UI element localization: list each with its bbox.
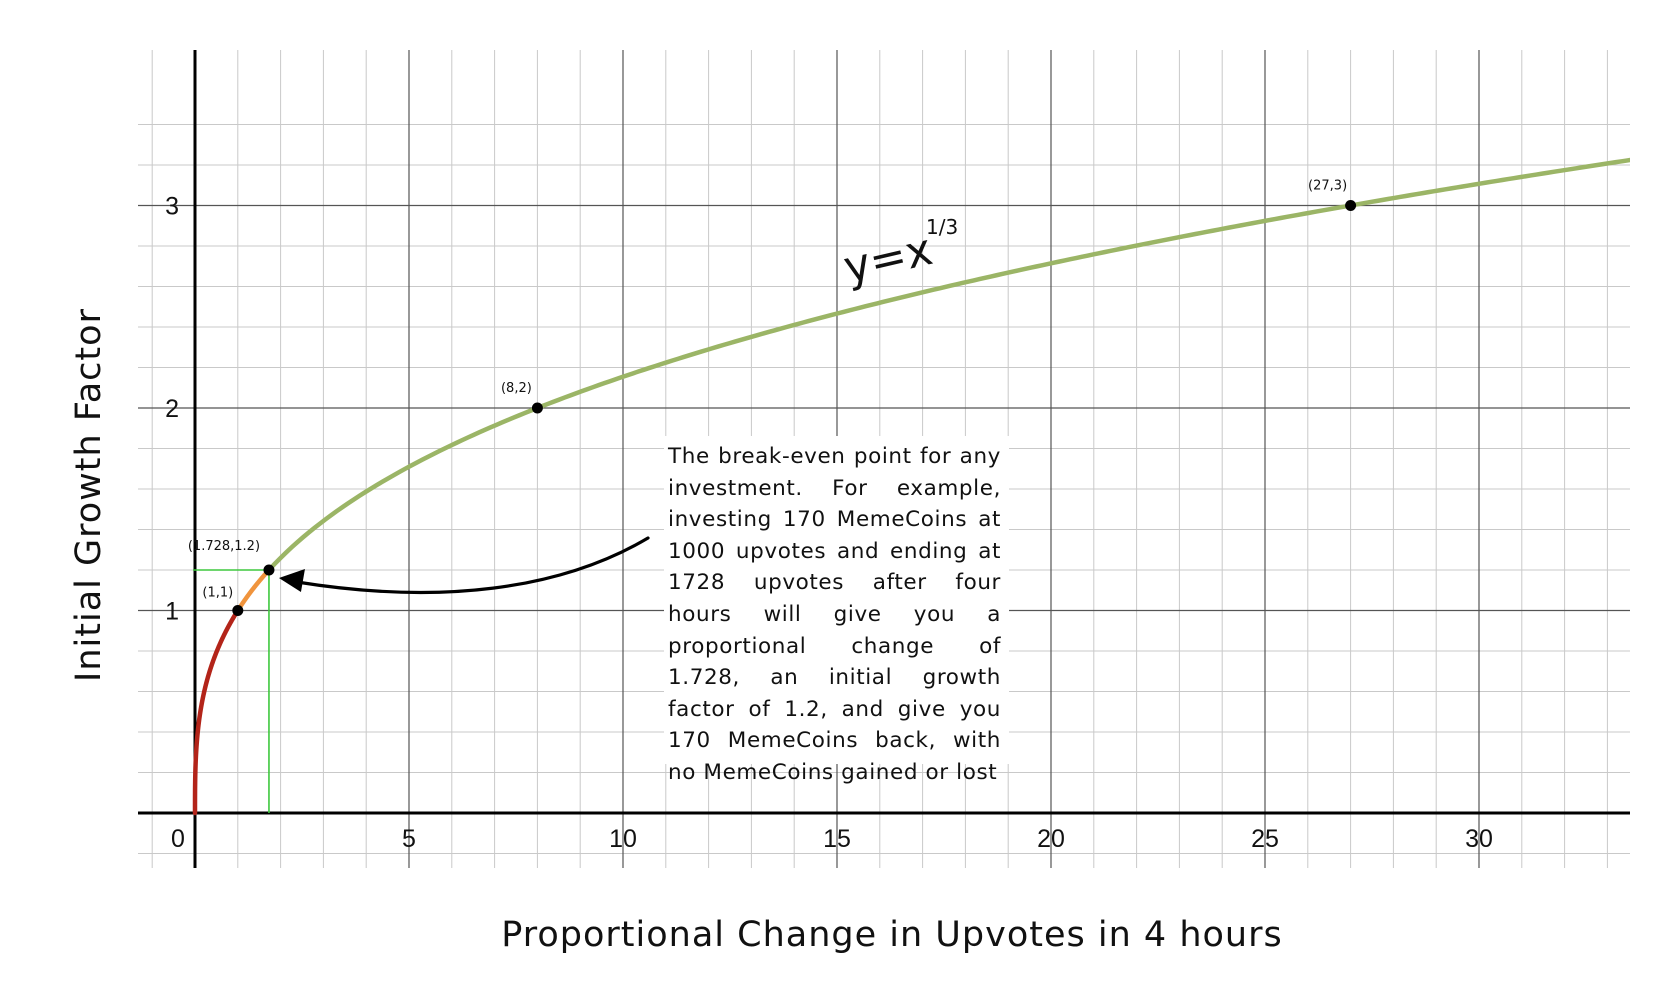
data-point-label: (8,2) xyxy=(501,381,532,396)
x-tick-label: 0 xyxy=(171,825,185,853)
tick-labels: 0 5 10 15 20 25 30 1 2 3 xyxy=(165,193,1493,854)
data-point xyxy=(263,564,275,576)
annotation-arrow xyxy=(295,536,650,595)
x-tick-label: 30 xyxy=(1465,825,1493,853)
y-tick-label: 1 xyxy=(165,598,179,626)
formula-exponent: 1/3 xyxy=(926,215,958,239)
x-tick-label: 25 xyxy=(1251,825,1279,853)
curve-segment-break-even xyxy=(235,567,272,613)
x-tick-label: 10 xyxy=(609,825,637,853)
curve-layer xyxy=(192,157,1630,816)
points-layer: (1,1) (1.728,1.2) (8,2) (27,3) xyxy=(188,179,1357,616)
data-point xyxy=(531,402,543,414)
axes xyxy=(138,50,1630,868)
curve-segment-loss xyxy=(192,608,241,816)
x-tick-label: 15 xyxy=(823,825,851,853)
formula-label: y=x 1/3 xyxy=(839,215,958,294)
guide-lines xyxy=(193,569,270,813)
data-point-label: (27,3) xyxy=(1308,179,1347,194)
y-tick-label: 2 xyxy=(165,395,179,423)
data-point-label: (1,1) xyxy=(202,586,233,601)
curve-segment-gain xyxy=(266,157,1630,573)
x-axis-title: Proportional Change in Upvotes in 4 hour… xyxy=(501,915,1282,955)
data-point xyxy=(1345,200,1357,211)
annotation-arrowhead xyxy=(278,569,305,592)
x-tick-label: 20 xyxy=(1037,825,1065,853)
y-tick-label: 3 xyxy=(165,193,179,221)
annotation-box: The break-even point for any investment.… xyxy=(664,436,1009,785)
y-axis-title: Initial Growth Factor xyxy=(69,308,109,682)
annotation-text: The break-even point for any investment.… xyxy=(668,444,1001,785)
x-tick-label: 5 xyxy=(402,825,416,853)
data-point-label: (1.728,1.2) xyxy=(188,539,260,554)
arrow-layer xyxy=(278,536,650,595)
data-point xyxy=(232,605,244,616)
